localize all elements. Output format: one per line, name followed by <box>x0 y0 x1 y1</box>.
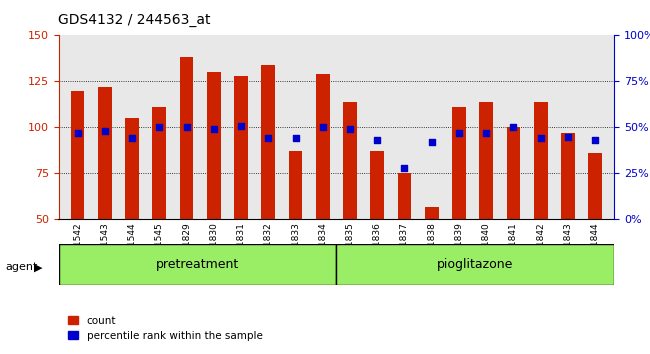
Point <box>99 128 110 134</box>
Point <box>372 137 382 143</box>
Bar <box>561 133 575 219</box>
Bar <box>316 74 330 219</box>
Point <box>236 123 246 129</box>
Point <box>481 130 491 136</box>
Bar <box>452 107 466 219</box>
Bar <box>261 65 275 219</box>
Point <box>72 130 83 136</box>
Point <box>263 136 274 141</box>
Bar <box>588 153 602 219</box>
Text: agent: agent <box>5 262 38 272</box>
Point <box>318 125 328 130</box>
Bar <box>343 102 357 219</box>
Point <box>291 136 301 141</box>
Bar <box>506 127 520 219</box>
Point <box>590 137 601 143</box>
Bar <box>425 207 439 219</box>
Point <box>181 125 192 130</box>
Point <box>154 125 164 130</box>
Bar <box>180 57 193 219</box>
Point <box>209 126 219 132</box>
Bar <box>207 72 220 219</box>
Point <box>454 130 464 136</box>
Text: pretreatment: pretreatment <box>156 258 239 271</box>
Legend: count, percentile rank within the sample: count, percentile rank within the sample <box>64 312 266 345</box>
Point <box>399 165 410 171</box>
Bar <box>98 87 112 219</box>
Point <box>127 136 137 141</box>
Bar <box>337 244 614 285</box>
Bar <box>370 152 384 219</box>
Text: ▶: ▶ <box>34 262 42 272</box>
Point <box>536 136 546 141</box>
Bar <box>398 173 411 219</box>
Bar <box>480 102 493 219</box>
Point <box>344 126 355 132</box>
Text: GDS4132 / 244563_at: GDS4132 / 244563_at <box>58 12 211 27</box>
Point <box>563 134 573 139</box>
Bar <box>153 107 166 219</box>
Bar <box>289 152 302 219</box>
Bar <box>234 76 248 219</box>
Bar <box>58 244 337 285</box>
Bar <box>534 102 547 219</box>
Bar <box>71 91 84 219</box>
Point <box>508 125 519 130</box>
Text: pioglitazone: pioglitazone <box>437 258 514 271</box>
Point <box>426 139 437 145</box>
Bar <box>125 118 139 219</box>
